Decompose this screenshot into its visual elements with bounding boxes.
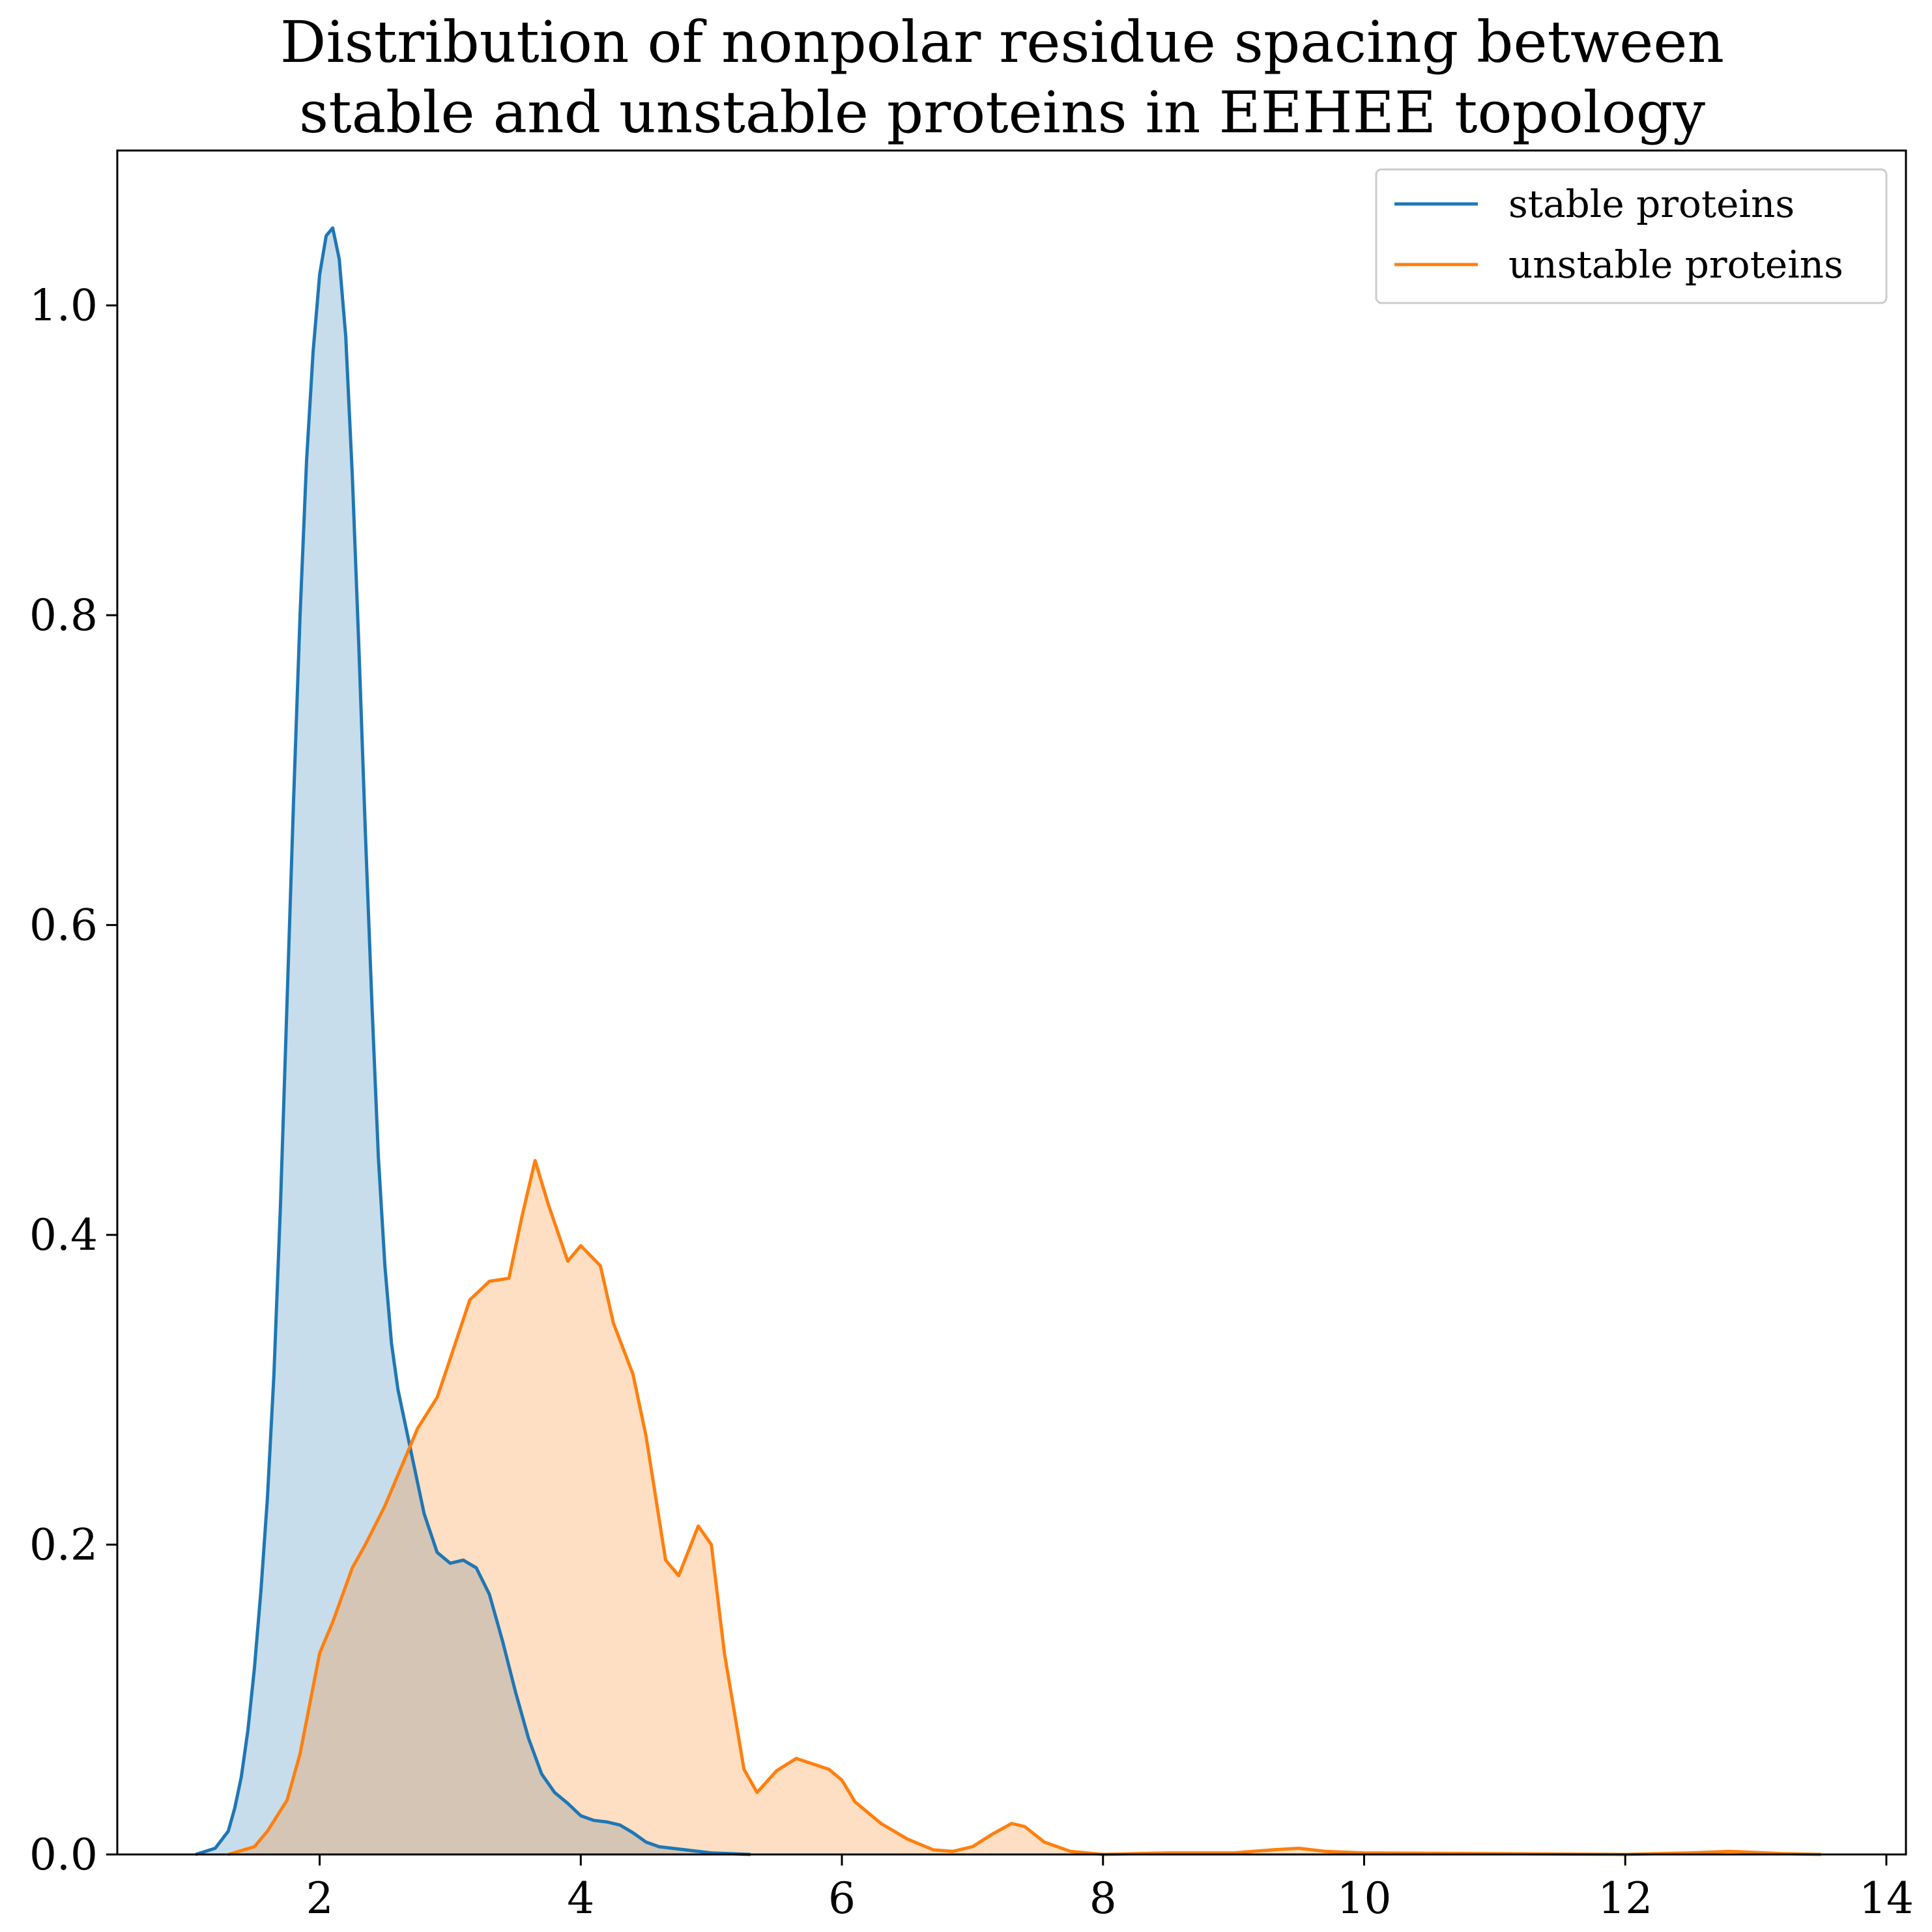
y-tick-label: 0.6 (29, 901, 98, 951)
x-tick-label: 14 (1859, 1873, 1914, 1924)
y-tick-label: 0.4 (29, 1210, 98, 1260)
x-tick-label: 4 (567, 1873, 594, 1924)
legend-box (1375, 168, 1888, 304)
y-axis: 0.0 0.2 0.4 0.6 0.8 1.0 (29, 281, 117, 1880)
legend-label-stable: stable proteins (1508, 182, 1795, 226)
x-axis: 2 4 6 8 10 12 14 (306, 1854, 1914, 1924)
density-line-unstable (227, 1159, 1821, 1856)
plot-fills (195, 227, 1821, 1855)
chart-title-line-1: Distribution of nonpolar residue spacing… (280, 8, 1724, 76)
plot-lines (195, 226, 1821, 1856)
plot-frame (116, 149, 1907, 1856)
density-fill-stable (195, 227, 751, 1855)
x-tick-label: 6 (828, 1873, 856, 1924)
legend-label-unstable: unstable proteins (1508, 242, 1843, 287)
chart-title-line-2: stable and unstable proteins in EEHEE to… (299, 79, 1705, 146)
y-tick-label: 0.0 (29, 1830, 98, 1880)
density-fill-unstable (228, 1161, 1821, 1854)
y-tick-label: 0.2 (29, 1520, 98, 1570)
y-tick-label: 0.8 (29, 590, 98, 641)
x-tick-label: 8 (1089, 1873, 1117, 1924)
x-tick-label: 10 (1336, 1873, 1391, 1924)
legend: stable proteins unstable proteins (1375, 168, 1888, 304)
x-tick-label: 12 (1598, 1873, 1652, 1924)
density-line-stable (195, 226, 751, 1856)
y-tick-label: 1.0 (29, 281, 98, 331)
x-tick-label: 2 (306, 1873, 334, 1924)
